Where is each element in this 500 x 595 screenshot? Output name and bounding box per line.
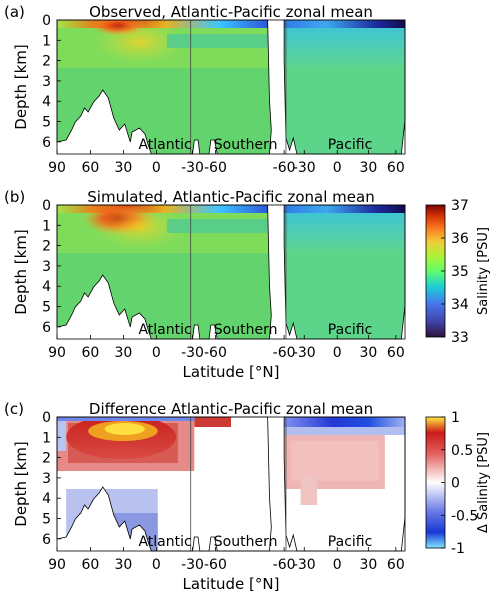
x-tick-label: -60 <box>273 345 296 361</box>
x-tick-label: 0 <box>333 557 342 573</box>
plot-area <box>57 415 405 551</box>
y-tick-label: 0 <box>42 198 51 214</box>
x-tick-label: 60 <box>82 557 100 573</box>
x-tick-label: 0 <box>152 160 161 176</box>
panel-label: (b) <box>4 188 25 206</box>
colorbar-tick-label: -0.5 <box>451 508 478 524</box>
y-tick-label: 3 <box>42 74 51 90</box>
x-tick-label: -60 <box>204 345 227 361</box>
axes-frame <box>56 416 406 552</box>
y-tick-label: 3 <box>42 471 51 487</box>
x-tick-label: -30 <box>293 557 316 573</box>
colorbar-tick-label: 1 <box>451 410 460 426</box>
axes-frame <box>56 19 406 155</box>
x-tick-label: -30 <box>293 160 316 176</box>
colorbar-label: Δ Salinity [PSU] <box>476 432 491 533</box>
plot-area <box>57 203 405 339</box>
basin-label: Pacific <box>328 322 373 338</box>
basin-label: Southern <box>214 534 278 550</box>
x-tick-label: 90 <box>48 557 66 573</box>
x-tick-label: -60 <box>273 557 296 573</box>
panel-a: (a) Observed, Atlantic-Pacific zonal mean… <box>4 3 406 176</box>
salinity-field <box>57 20 405 154</box>
basin-label: Atlantic <box>138 322 191 338</box>
y-tick-label: 2 <box>42 54 51 70</box>
y-axis-label: Depth [km] <box>12 441 30 526</box>
x-axis-label: Latitude [°N] <box>183 363 280 381</box>
axes-frame <box>56 204 406 340</box>
y-tick-label: 5 <box>42 512 51 528</box>
colorbar-tick-label: -1 <box>451 541 465 557</box>
x-tick-label: 0 <box>152 557 161 573</box>
y-tick-label: 1 <box>42 430 51 446</box>
y-tick-label: 2 <box>42 239 51 255</box>
colorbar-tick-label: 35 <box>451 264 469 280</box>
colorbar-tick-label: 37 <box>451 198 469 214</box>
x-tick-label: 30 <box>114 345 132 361</box>
colorbar: 37 36 35 34 33 Salinity [PSU] <box>425 198 491 346</box>
x-tick-label: 30 <box>359 345 377 361</box>
x-tick-label: -60 <box>204 160 227 176</box>
x-tick-label: -30 <box>181 160 204 176</box>
basin-label: Atlantic <box>138 137 191 153</box>
y-tick-label: 0 <box>42 410 51 426</box>
x-tick-label: 30 <box>359 557 377 573</box>
x-tick-label: 60 <box>387 345 405 361</box>
panel-title: Simulated, Atlantic-Pacific zonal mean <box>87 188 374 206</box>
colorbar-label: Salinity [PSU] <box>476 227 491 315</box>
x-tick-label: 60 <box>82 345 100 361</box>
plot-area <box>57 16 405 154</box>
x-tick-label: -60 <box>204 557 227 573</box>
panel-b: (b) Simulated, Atlantic-Pacific zonal mea… <box>4 188 491 381</box>
x-tick-label: 60 <box>387 160 405 176</box>
y-axis-label: Depth [km] <box>12 229 30 314</box>
x-tick-label: 30 <box>114 557 132 573</box>
x-tick-label: -30 <box>181 345 204 361</box>
x-tick-label: 90 <box>48 345 66 361</box>
colorbar-tick-label: 0 <box>451 476 460 492</box>
x-tick-label: 0 <box>333 345 342 361</box>
y-tick-label: 6 <box>42 320 51 336</box>
x-tick-label: 60 <box>387 557 405 573</box>
colorbar-tick-label: 0.5 <box>451 443 473 459</box>
y-tick-label: 5 <box>42 300 51 316</box>
basin-label: Pacific <box>328 137 373 153</box>
x-tick-label: 0 <box>333 160 342 176</box>
x-tick-label: 0 <box>152 345 161 361</box>
basin-label: Southern <box>214 137 278 153</box>
y-tick-label: 2 <box>42 451 51 467</box>
basin-label: Atlantic <box>138 534 191 550</box>
x-tick-label: 30 <box>359 160 377 176</box>
panel-title: Observed, Atlantic-Pacific zonal mean <box>89 3 373 21</box>
y-tick-label: 1 <box>42 33 51 49</box>
panel-c: (c) Difference Atlantic-Pacific zonal mea… <box>4 400 491 593</box>
x-tick-label: 30 <box>114 160 132 176</box>
y-tick-label: 1 <box>42 218 51 234</box>
y-tick-label: 0 <box>42 13 51 29</box>
x-tick-label: 60 <box>82 160 100 176</box>
panel-label: (a) <box>4 3 25 21</box>
y-tick-label: 6 <box>42 135 51 151</box>
y-tick-label: 5 <box>42 115 51 131</box>
x-tick-label: -60 <box>273 160 296 176</box>
colorbar: 1 0.5 0 -0.5 -1 Δ Salinity [PSU] <box>425 410 491 557</box>
panel-label: (c) <box>4 400 24 418</box>
basin-label: Pacific <box>328 534 373 550</box>
x-tick-label: -30 <box>181 557 204 573</box>
colorbar-tick-label: 33 <box>451 330 469 346</box>
x-tick-label: 90 <box>48 160 66 176</box>
basin-label: Southern <box>214 322 278 338</box>
y-tick-label: 3 <box>42 259 51 275</box>
y-tick-label: 4 <box>42 94 51 110</box>
colorbar-tick-label: 34 <box>451 297 469 313</box>
x-axis-label: Latitude [°N] <box>183 575 280 593</box>
x-tick-label: -30 <box>293 345 316 361</box>
y-tick-label: 4 <box>42 491 51 507</box>
panel-title: Difference Atlantic-Pacific zonal mean <box>89 400 373 418</box>
y-tick-label: 6 <box>42 532 51 548</box>
y-tick-label: 4 <box>42 279 51 295</box>
colorbar-tick-label: 36 <box>451 231 469 247</box>
y-axis-label: Depth [km] <box>12 44 30 129</box>
